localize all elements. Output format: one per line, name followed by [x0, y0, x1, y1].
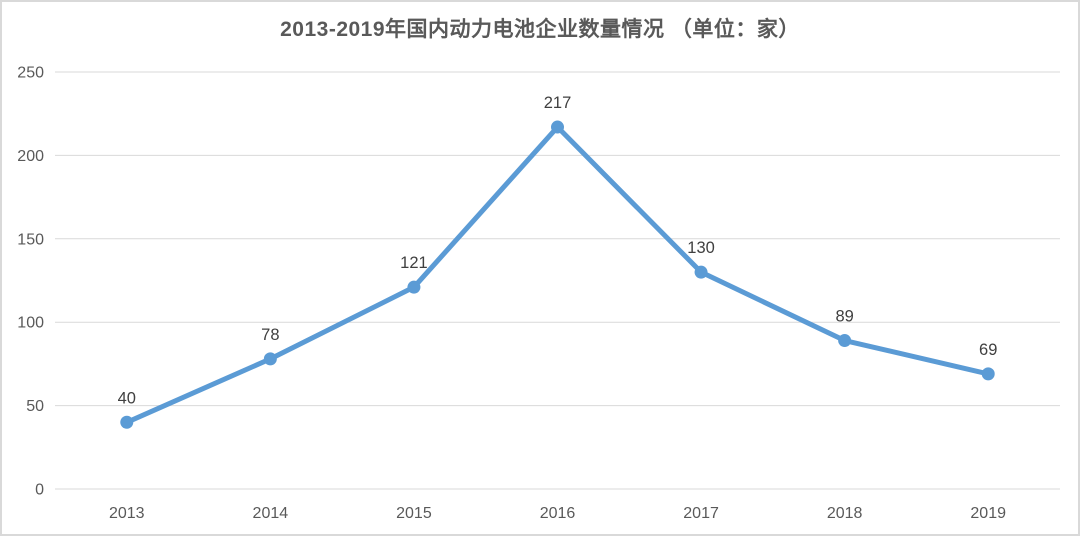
data-point-label: 89 [835, 308, 853, 326]
y-axis-tick-label: 200 [17, 148, 44, 165]
data-point-marker [981, 367, 995, 381]
data-point-marker [120, 415, 134, 429]
y-axis-tick-label: 50 [26, 398, 44, 415]
data-point-marker [263, 352, 277, 366]
y-axis-tick-label: 250 [17, 65, 44, 82]
x-axis-tick-label: 2016 [540, 505, 576, 522]
y-axis-tick-label: 150 [17, 231, 44, 248]
data-point-label: 40 [118, 389, 136, 407]
data-point-label: 78 [261, 326, 279, 344]
x-axis-tick-label: 2014 [253, 505, 289, 522]
data-point-marker [407, 280, 421, 294]
x-axis-tick-label: 2013 [109, 505, 145, 522]
x-axis-tick-label: 2017 [683, 505, 719, 522]
data-series-line [124, 124, 991, 425]
x-axis-tick-label: 2019 [970, 505, 1006, 522]
data-point-marker [694, 265, 708, 279]
y-axis-tick-label: 0 [35, 482, 44, 499]
data-point-label: 69 [979, 341, 997, 359]
data-point-label: 130 [687, 239, 715, 257]
data-point-marker [838, 334, 852, 348]
y-axis-tick-label: 100 [17, 315, 44, 332]
data-point-label: 121 [400, 254, 428, 272]
chart-title: 2013-2019年国内动力电池企业数量情况 （单位：家） [280, 18, 800, 41]
data-point-label: 217 [544, 94, 572, 112]
data-point-marker [551, 120, 564, 134]
x-axis-tick-label: 2015 [396, 505, 432, 522]
x-axis-tick-label: 2018 [827, 505, 863, 522]
